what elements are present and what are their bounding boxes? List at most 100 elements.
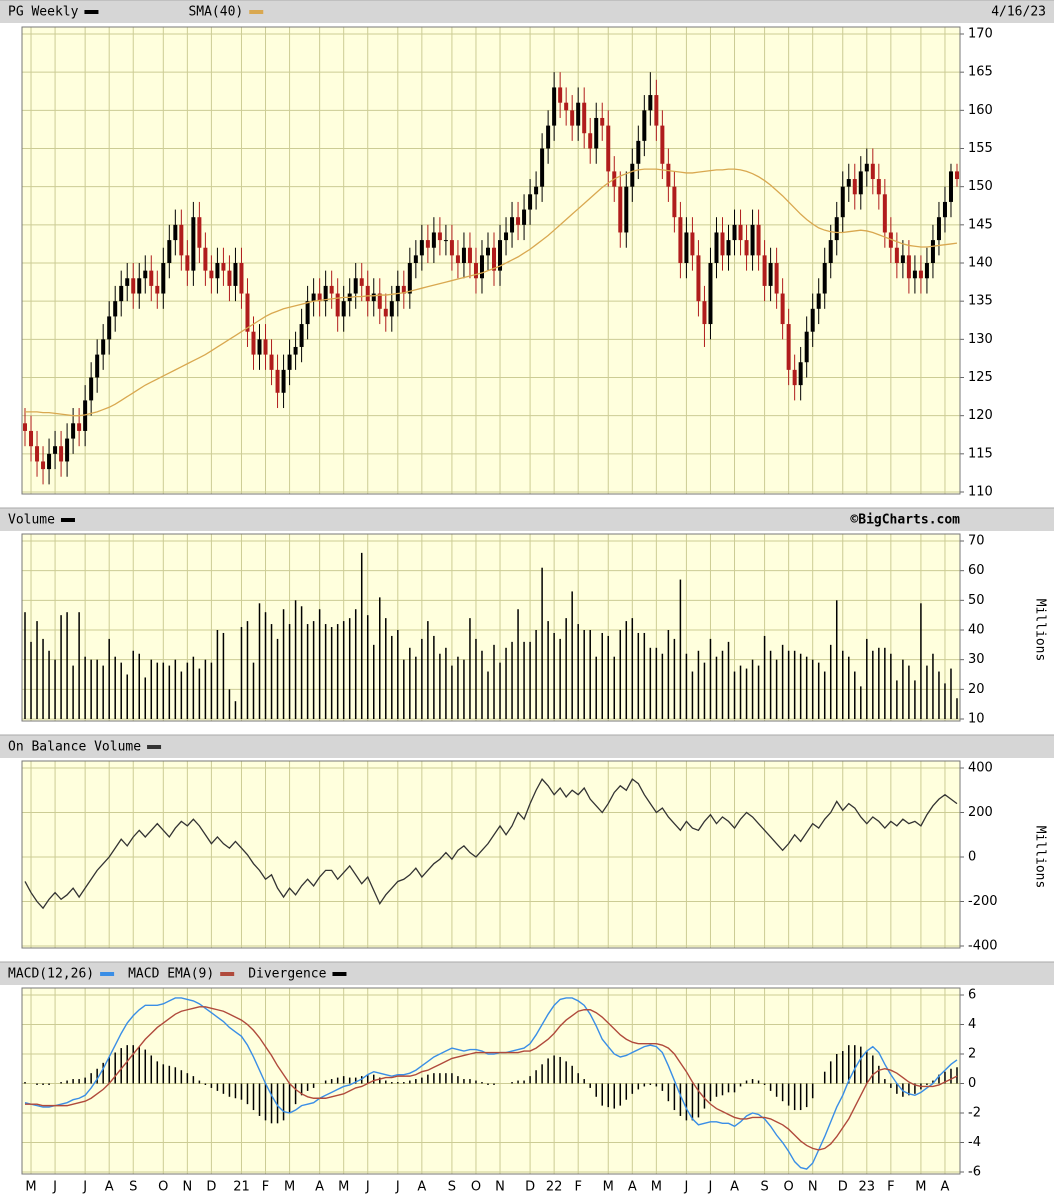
volume-bar	[829, 644, 832, 719]
divergence-bar	[643, 1083, 646, 1087]
volume-bar	[433, 635, 435, 719]
volume-bar	[132, 650, 134, 719]
divergence-bar	[385, 1080, 387, 1084]
volume-bar	[300, 606, 303, 719]
volume-bar	[697, 650, 700, 719]
volume-bar	[571, 591, 573, 719]
divergence-bar	[379, 1077, 381, 1084]
plot-frame	[21, 26, 961, 495]
candle-body	[654, 95, 659, 126]
divergence-bar	[733, 1083, 736, 1093]
volume-bar	[186, 662, 189, 719]
volume-bar	[799, 653, 802, 719]
divergence-bar	[950, 1068, 952, 1084]
divergence-bar	[78, 1079, 80, 1084]
divergence-bar	[276, 1083, 279, 1124]
volume-bar	[168, 665, 171, 719]
divergence-bar	[679, 1083, 682, 1116]
candle-body	[642, 110, 647, 141]
divergence-bar	[661, 1083, 664, 1091]
divergence-bar	[228, 1083, 231, 1097]
candle-body	[251, 331, 256, 355]
x-tick-label: S	[760, 1180, 768, 1195]
volume-bar	[60, 615, 62, 719]
divergence-bar	[336, 1077, 339, 1084]
volume-bar	[354, 609, 357, 719]
legend-swatch	[220, 972, 235, 976]
divergence-bar	[162, 1064, 165, 1084]
volume-bar	[649, 647, 652, 719]
candle-body	[143, 270, 148, 279]
divergence-bar	[595, 1083, 597, 1097]
x-tick-label: M	[915, 1180, 926, 1195]
volume-bar	[282, 609, 285, 719]
x-tick-label: A	[417, 1180, 426, 1195]
volume-bar	[811, 659, 814, 719]
divergence-bar	[799, 1083, 802, 1111]
divergence-bar	[793, 1083, 796, 1111]
candle-body	[636, 140, 641, 164]
volume-bar	[805, 656, 808, 719]
divergence-bar	[415, 1079, 417, 1084]
volume-bar	[565, 618, 567, 719]
y-tick-label: 165	[968, 65, 993, 80]
divergence-bar	[811, 1083, 814, 1099]
candle-body	[786, 324, 791, 370]
candle-body	[47, 453, 52, 470]
volume-bar	[902, 659, 904, 719]
candle-body	[137, 278, 142, 294]
divergence-bar	[114, 1052, 116, 1084]
volume-bar	[781, 644, 784, 719]
volume-bar	[842, 650, 844, 719]
candle-body	[606, 125, 611, 172]
x-tick-label: M	[338, 1180, 349, 1195]
volume-bar	[210, 662, 213, 719]
volume-bar	[427, 621, 429, 719]
y-tick-label: 145	[968, 217, 993, 232]
volume-bar	[469, 618, 471, 719]
candle-body	[227, 270, 232, 286]
volume-bar	[216, 630, 219, 719]
candle-body	[528, 194, 533, 210]
volume-bar	[529, 641, 531, 719]
volume-bar	[541, 567, 543, 719]
divergence-bar	[348, 1077, 351, 1084]
legend-label: SMA(40)	[188, 5, 243, 20]
divergence-bar	[138, 1046, 140, 1084]
panel-header	[0, 0, 1054, 23]
volume-bar	[379, 597, 381, 719]
divergence-bar	[60, 1082, 62, 1084]
candle-body	[383, 308, 388, 317]
candle-body	[594, 117, 599, 149]
plot-frame	[21, 760, 961, 949]
divergence-bar	[84, 1077, 86, 1084]
candle-body	[239, 263, 244, 294]
divergence-bar	[150, 1055, 153, 1084]
divergence-bar	[210, 1083, 213, 1088]
y-tick-label: 160	[968, 103, 993, 118]
volume-bar	[511, 641, 513, 719]
volume-bar	[854, 671, 856, 719]
divergence-bar	[757, 1080, 760, 1084]
candle-body	[666, 163, 671, 187]
divergence-bar	[631, 1083, 634, 1094]
divergence-bar	[403, 1082, 405, 1084]
candle-body	[798, 362, 803, 386]
candle-body	[858, 171, 863, 195]
candle-body	[678, 217, 683, 263]
volume-bar	[727, 641, 730, 719]
volume-bar	[198, 668, 201, 719]
divergence-bar	[48, 1083, 50, 1085]
y-tick-label: 110	[968, 485, 993, 500]
divergence-bar	[144, 1049, 147, 1084]
divergence-bar	[944, 1071, 946, 1084]
candle-body	[552, 87, 557, 126]
x-tick-label: 22	[546, 1180, 563, 1195]
volume-bar	[246, 621, 249, 719]
volume-bar	[523, 641, 525, 719]
candle-body	[203, 247, 208, 271]
volume-bar	[944, 683, 946, 719]
divergence-bar	[198, 1080, 201, 1084]
divergence-bar	[487, 1083, 489, 1085]
candle-body	[371, 293, 376, 302]
